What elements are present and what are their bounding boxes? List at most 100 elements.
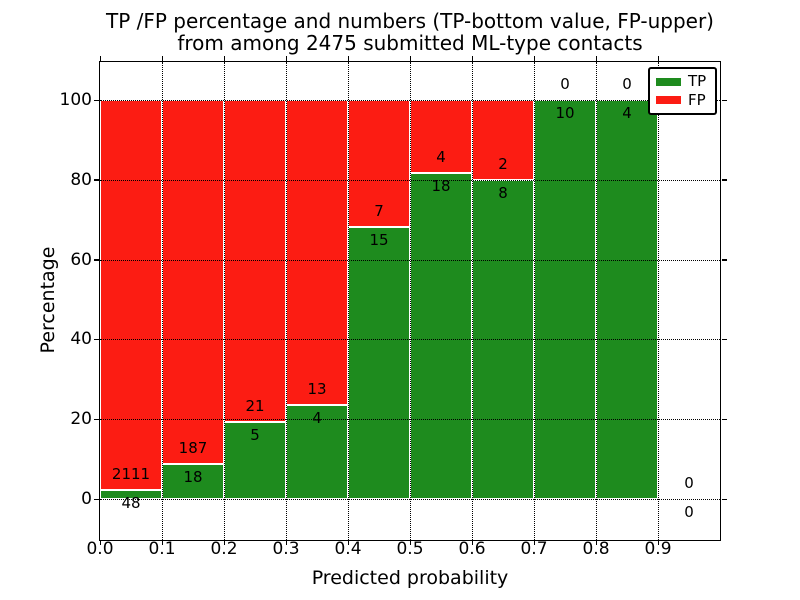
x-tick-label: 0.4 bbox=[334, 539, 362, 559]
legend-row-tp: TP bbox=[650, 74, 715, 89]
bar-count-fp: 2 bbox=[498, 154, 508, 173]
tick-mark-bottom bbox=[347, 540, 350, 545]
tick-mark-left bbox=[93, 418, 99, 421]
bar-count-tp: 48 bbox=[121, 494, 141, 513]
legend-row-fp: FP bbox=[650, 90, 715, 109]
gridline-vertical bbox=[534, 62, 535, 540]
tick-mark-left bbox=[93, 179, 99, 181]
bar-count-tp: 4 bbox=[622, 104, 632, 122]
bar-count-fp: 7 bbox=[374, 201, 384, 220]
bar-segment-tp bbox=[162, 463, 224, 499]
tick-mark-right bbox=[721, 179, 727, 181]
tick-mark-bottom bbox=[471, 540, 474, 545]
bar-segment-tp bbox=[410, 172, 472, 499]
tick-mark-top bbox=[533, 55, 536, 61]
gridline-horizontal bbox=[100, 100, 720, 101]
chart-title-line-2: from among 2475 submitted ML-type contac… bbox=[177, 31, 643, 55]
tick-mark-bottom bbox=[161, 540, 164, 545]
gridline-vertical bbox=[286, 62, 287, 540]
gridline-vertical bbox=[162, 62, 163, 540]
tick-mark-bottom bbox=[223, 540, 226, 545]
bar-segment-tp bbox=[224, 422, 286, 499]
x-tick-label: 0.7 bbox=[520, 539, 548, 559]
tick-mark-bottom bbox=[595, 540, 598, 545]
y-tick-label: 20 bbox=[70, 409, 92, 430]
y-axis-label: Percentage bbox=[37, 246, 59, 354]
y-tick-label: 40 bbox=[70, 329, 92, 350]
tick-mark-right bbox=[721, 338, 727, 341]
gridline-vertical bbox=[472, 62, 473, 540]
y-tick-label: 60 bbox=[70, 249, 92, 270]
gridline-horizontal bbox=[100, 499, 720, 500]
bar-segment-fp bbox=[224, 100, 286, 423]
y-tick-label: 100 bbox=[59, 90, 92, 110]
bar-segment-fp bbox=[162, 100, 224, 464]
bar-segment-tp bbox=[286, 405, 348, 499]
plot-area: 2111 48 187 18 21 5 13 4 7 15 4 18 2 8 0 10 0 4 0 0 bbox=[93, 55, 727, 545]
tick-mark-bottom bbox=[409, 540, 412, 545]
bar-segment-tp bbox=[100, 490, 162, 499]
bar-count-fp: 4 bbox=[436, 147, 446, 166]
bar-segment-tp bbox=[596, 100, 658, 499]
bar-count-fp: 0 bbox=[622, 75, 632, 93]
legend-swatch-tp bbox=[656, 77, 681, 86]
x-tick-label: 0.8 bbox=[582, 539, 610, 559]
tick-mark-left bbox=[93, 498, 99, 501]
x-tick-label: 0.5 bbox=[396, 539, 424, 559]
bar-count-fp: 21 bbox=[245, 397, 265, 416]
bar-count-tp: 5 bbox=[250, 426, 260, 445]
tick-mark-bottom bbox=[99, 540, 102, 545]
tick-mark-top bbox=[471, 55, 474, 61]
tick-mark-right bbox=[721, 99, 727, 102]
chart-title-line-1: TP /FP percentage and numbers (TP-bottom… bbox=[106, 9, 714, 33]
legend: TP FP bbox=[648, 67, 717, 115]
gridline-vertical bbox=[658, 62, 659, 540]
x-tick-label: 0.3 bbox=[272, 539, 300, 559]
legend-label-tp: TP bbox=[688, 72, 707, 91]
bar-count-fp: 187 bbox=[178, 438, 208, 457]
tick-mark-top bbox=[285, 55, 288, 61]
gridline-horizontal bbox=[100, 179, 720, 181]
y-tick-label: 80 bbox=[70, 169, 92, 190]
tick-mark-right bbox=[721, 259, 727, 261]
bar-count-fp: 13 bbox=[307, 380, 327, 399]
bar-count-tp: 18 bbox=[183, 467, 203, 486]
bar-segment-fp bbox=[286, 100, 348, 406]
bar-count-tp: 8 bbox=[498, 183, 508, 202]
gridline-vertical bbox=[596, 62, 597, 540]
bar-segment-fp bbox=[100, 100, 162, 491]
tick-mark-top bbox=[409, 55, 412, 61]
gridline-horizontal bbox=[100, 259, 720, 261]
legend-label-fp: FP bbox=[688, 90, 706, 109]
y-tick-label: 0 bbox=[81, 489, 92, 509]
x-tick-label: 0.9 bbox=[644, 539, 672, 559]
tick-mark-bottom bbox=[533, 540, 536, 545]
tick-mark-left bbox=[93, 259, 99, 261]
chart-title: TP /FP percentage and numbers (TP-bottom… bbox=[100, 10, 720, 54]
tick-mark-top bbox=[223, 55, 226, 61]
tick-mark-bottom bbox=[285, 540, 288, 545]
bar-count-tp: 15 bbox=[369, 230, 389, 249]
gridline-horizontal bbox=[100, 339, 720, 341]
tick-mark-left bbox=[93, 338, 99, 341]
x-tick-label: 0.6 bbox=[458, 539, 486, 559]
tick-mark-top bbox=[595, 55, 598, 61]
gridline-vertical bbox=[348, 62, 349, 540]
bar-count-tp: 4 bbox=[312, 409, 322, 428]
tick-mark-right bbox=[721, 498, 727, 501]
gridline-vertical bbox=[410, 62, 411, 540]
bar-segment-fp bbox=[472, 100, 534, 180]
gridline-vertical bbox=[224, 62, 225, 540]
bar-segment-tp bbox=[348, 226, 410, 499]
bar-count-fp: 0 bbox=[560, 75, 570, 93]
tick-mark-bottom bbox=[657, 540, 660, 545]
x-tick-label: 0.0 bbox=[86, 539, 114, 559]
bar-count-fp: 2111 bbox=[111, 465, 151, 484]
x-tick-label: 0.2 bbox=[210, 539, 238, 559]
legend-swatch-fp bbox=[656, 96, 681, 105]
tick-mark-left bbox=[93, 99, 99, 102]
bar-count-tp: 0 bbox=[684, 503, 694, 521]
bar-segment-tp bbox=[534, 100, 596, 499]
tick-mark-right bbox=[721, 418, 727, 421]
